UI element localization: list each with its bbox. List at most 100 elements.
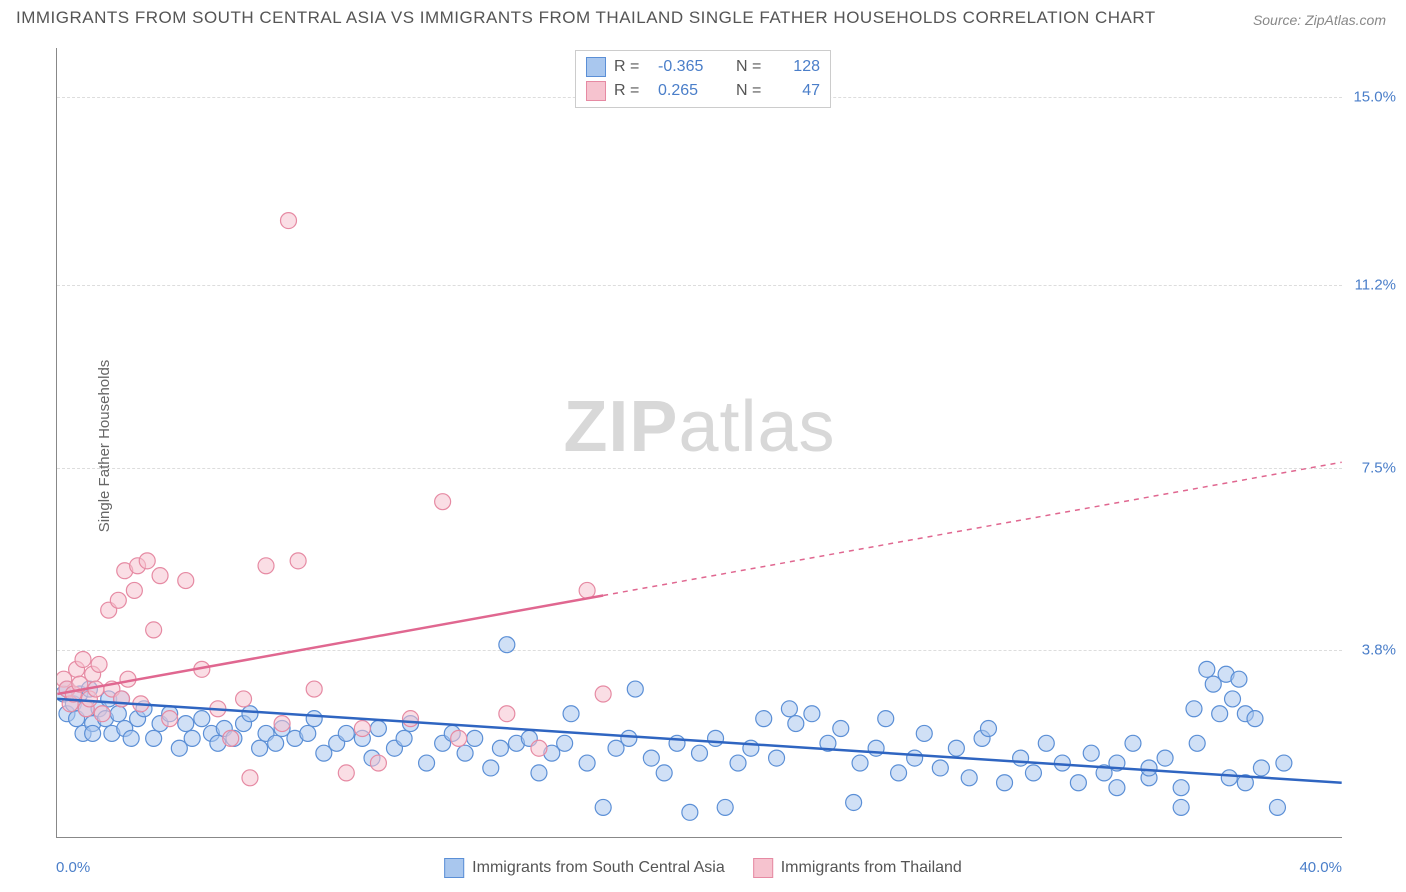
n-label: N = bbox=[736, 82, 772, 100]
data-point bbox=[75, 651, 91, 667]
data-point bbox=[531, 740, 547, 756]
data-point bbox=[236, 691, 252, 707]
data-point bbox=[788, 716, 804, 732]
data-point bbox=[907, 750, 923, 766]
y-tick-label: 11.2% bbox=[1355, 277, 1396, 294]
legend-item: Immigrants from South Central Asia bbox=[444, 858, 725, 878]
data-point bbox=[579, 755, 595, 771]
data-point bbox=[643, 750, 659, 766]
legend-item: Immigrants from Thailand bbox=[753, 858, 962, 878]
data-point bbox=[891, 765, 907, 781]
data-point bbox=[1212, 706, 1228, 722]
data-point bbox=[656, 765, 672, 781]
x-axis-max-label: 40.0% bbox=[1299, 859, 1342, 876]
data-point bbox=[223, 730, 239, 746]
data-point bbox=[1269, 799, 1285, 815]
data-point bbox=[354, 721, 370, 737]
y-tick-label: 15.0% bbox=[1353, 89, 1396, 106]
data-point bbox=[563, 706, 579, 722]
trend-line bbox=[57, 595, 603, 694]
data-point bbox=[980, 721, 996, 737]
data-point bbox=[1083, 745, 1099, 761]
data-point bbox=[290, 553, 306, 569]
data-point bbox=[146, 622, 162, 638]
data-point bbox=[139, 553, 155, 569]
r-value: 0.265 bbox=[658, 82, 728, 100]
data-point bbox=[1109, 780, 1125, 796]
data-point bbox=[717, 799, 733, 815]
data-point bbox=[370, 755, 386, 771]
data-point bbox=[274, 716, 290, 732]
x-axis-min-label: 0.0% bbox=[56, 859, 90, 876]
data-point bbox=[242, 706, 258, 722]
data-point bbox=[1253, 760, 1269, 776]
data-point bbox=[595, 686, 611, 702]
data-point bbox=[403, 711, 419, 727]
data-point bbox=[692, 745, 708, 761]
data-point bbox=[306, 711, 322, 727]
data-point bbox=[300, 725, 316, 741]
r-label: R = bbox=[614, 58, 650, 76]
data-point bbox=[1189, 735, 1205, 751]
legend-swatch bbox=[444, 858, 464, 878]
data-point bbox=[252, 740, 268, 756]
data-point bbox=[194, 711, 210, 727]
data-point bbox=[178, 573, 194, 589]
data-point bbox=[833, 721, 849, 737]
data-point bbox=[146, 730, 162, 746]
data-point bbox=[878, 711, 894, 727]
data-point bbox=[1186, 701, 1202, 717]
data-point bbox=[682, 804, 698, 820]
data-point bbox=[579, 582, 595, 598]
data-point bbox=[531, 765, 547, 781]
data-point bbox=[961, 770, 977, 786]
data-point bbox=[1199, 661, 1215, 677]
data-point bbox=[781, 701, 797, 717]
data-point bbox=[1247, 711, 1263, 727]
data-point bbox=[1070, 775, 1086, 791]
data-point bbox=[419, 755, 435, 771]
data-point bbox=[595, 799, 611, 815]
data-point bbox=[396, 730, 412, 746]
data-point bbox=[467, 730, 483, 746]
data-point bbox=[492, 740, 508, 756]
legend-label: Immigrants from Thailand bbox=[781, 859, 962, 877]
n-value: 47 bbox=[780, 82, 820, 100]
data-point bbox=[557, 735, 573, 751]
data-point bbox=[1173, 799, 1189, 815]
r-value: -0.365 bbox=[658, 58, 728, 76]
trend-line-dashed bbox=[603, 462, 1342, 595]
data-point bbox=[948, 740, 964, 756]
y-tick-label: 3.8% bbox=[1362, 642, 1396, 659]
data-point bbox=[338, 725, 354, 741]
data-point bbox=[499, 706, 515, 722]
data-point bbox=[370, 721, 386, 737]
data-point bbox=[451, 730, 467, 746]
data-point bbox=[769, 750, 785, 766]
legend-label: Immigrants from South Central Asia bbox=[472, 859, 725, 877]
data-point bbox=[162, 711, 178, 727]
data-point bbox=[1221, 770, 1237, 786]
data-point bbox=[281, 213, 297, 229]
data-point bbox=[457, 745, 473, 761]
legend-row: R = 0.265 N = 47 bbox=[586, 79, 820, 103]
data-point bbox=[932, 760, 948, 776]
data-point bbox=[852, 755, 868, 771]
data-point bbox=[178, 716, 194, 732]
data-point bbox=[110, 592, 126, 608]
data-point bbox=[110, 706, 126, 722]
data-point bbox=[846, 794, 862, 810]
data-point bbox=[91, 656, 107, 672]
data-point bbox=[997, 775, 1013, 791]
data-point bbox=[499, 637, 515, 653]
data-point bbox=[268, 735, 284, 751]
data-point bbox=[242, 770, 258, 786]
data-point bbox=[627, 681, 643, 697]
data-point bbox=[435, 494, 451, 510]
chart-title: IMMIGRANTS FROM SOUTH CENTRAL ASIA VS IM… bbox=[16, 8, 1156, 28]
legend-swatch bbox=[753, 858, 773, 878]
data-point bbox=[756, 711, 772, 727]
series-legend: Immigrants from South Central Asia Immig… bbox=[444, 858, 962, 878]
legend-swatch bbox=[586, 81, 606, 101]
n-label: N = bbox=[736, 58, 772, 76]
